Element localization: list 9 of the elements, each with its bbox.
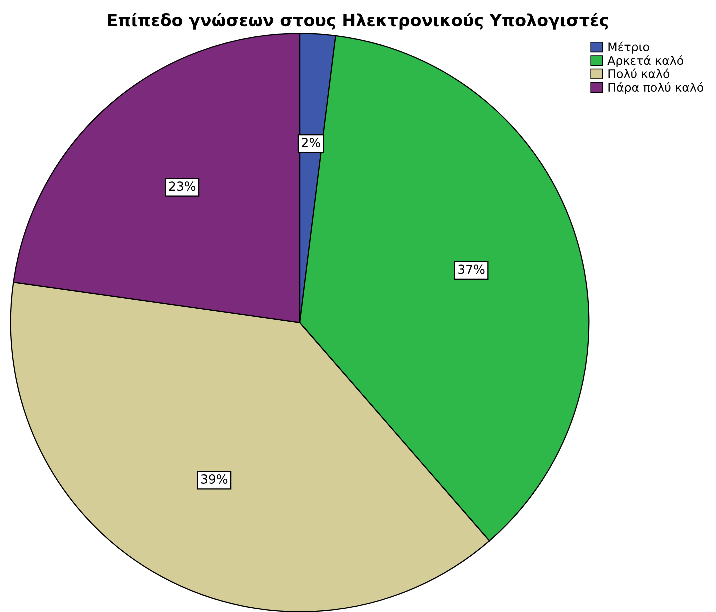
data-label: 2%: [302, 138, 320, 148]
legend-label: Πολύ καλό: [608, 68, 670, 78]
legend-label: Αρκετά καλό: [608, 56, 684, 68]
chart-title: Επίπεδο γνώσεων στους Ηλεκτρονικούς Υπολογιστές: [108, 13, 608, 30]
data-label: 23%: [169, 182, 196, 192]
legend-label: Μέτριο: [608, 42, 650, 54]
data-label: 37%: [458, 264, 485, 274]
data-label: 39%: [201, 474, 228, 484]
legend-label: Πάρα πολύ καλό: [608, 82, 704, 94]
